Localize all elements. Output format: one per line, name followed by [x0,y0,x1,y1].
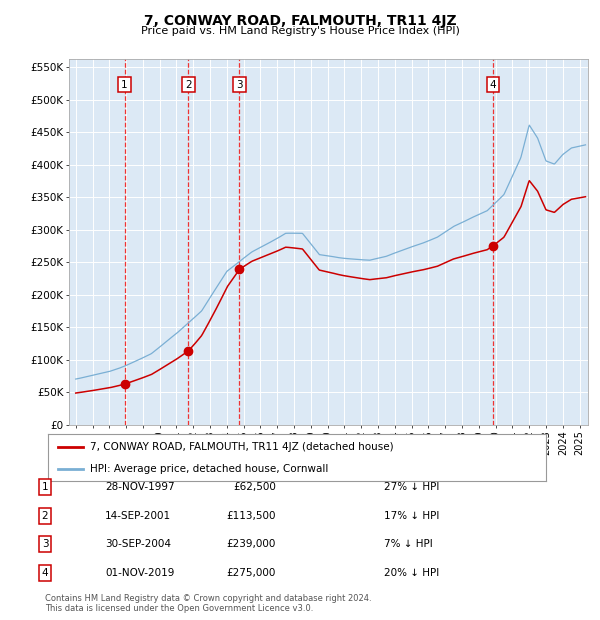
Text: 2: 2 [41,511,49,521]
Text: 17% ↓ HPI: 17% ↓ HPI [384,511,439,521]
Text: 28-NOV-1997: 28-NOV-1997 [105,482,175,492]
Text: £239,000: £239,000 [227,539,276,549]
Text: 14-SEP-2001: 14-SEP-2001 [105,511,171,521]
Text: 7% ↓ HPI: 7% ↓ HPI [384,539,433,549]
Text: HPI: Average price, detached house, Cornwall: HPI: Average price, detached house, Corn… [91,464,329,474]
Text: 1: 1 [41,482,49,492]
Text: £113,500: £113,500 [227,511,276,521]
Text: Price paid vs. HM Land Registry's House Price Index (HPI): Price paid vs. HM Land Registry's House … [140,26,460,36]
Text: 4: 4 [41,568,49,578]
Text: 2: 2 [185,79,192,89]
Text: £62,500: £62,500 [233,482,276,492]
Text: 01-NOV-2019: 01-NOV-2019 [105,568,175,578]
Text: 20% ↓ HPI: 20% ↓ HPI [384,568,439,578]
Text: This data is licensed under the Open Government Licence v3.0.: This data is licensed under the Open Gov… [45,604,313,613]
Text: £275,000: £275,000 [227,568,276,578]
Text: 1: 1 [121,79,128,89]
Text: 3: 3 [236,79,243,89]
Text: 30-SEP-2004: 30-SEP-2004 [105,539,171,549]
Text: Contains HM Land Registry data © Crown copyright and database right 2024.: Contains HM Land Registry data © Crown c… [45,595,371,603]
Text: 3: 3 [41,539,49,549]
Text: 4: 4 [490,79,496,89]
Text: 7, CONWAY ROAD, FALMOUTH, TR11 4JZ: 7, CONWAY ROAD, FALMOUTH, TR11 4JZ [143,14,457,28]
Text: 7, CONWAY ROAD, FALMOUTH, TR11 4JZ (detached house): 7, CONWAY ROAD, FALMOUTH, TR11 4JZ (deta… [91,442,394,452]
Text: 27% ↓ HPI: 27% ↓ HPI [384,482,439,492]
